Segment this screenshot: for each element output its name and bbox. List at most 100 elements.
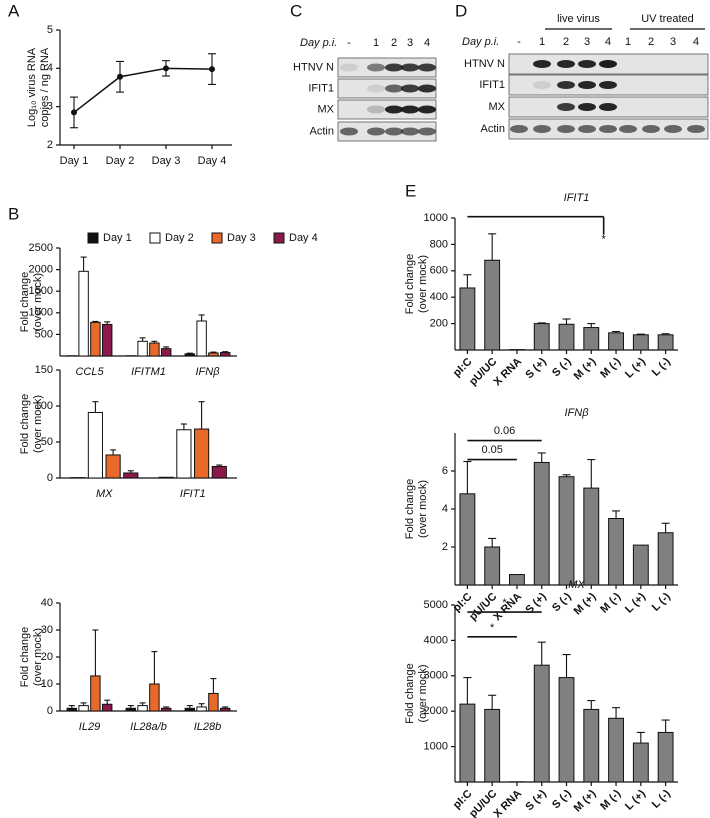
bar (459, 493, 476, 586)
bar (125, 707, 137, 712)
blot-band (533, 81, 551, 89)
x-tick-label: IFIT1 (180, 488, 206, 500)
y-axis-label: (over mock) (417, 664, 429, 722)
blot-band (401, 84, 419, 93)
y-axis-label: (over mock) (32, 273, 44, 331)
blot-band (418, 84, 436, 93)
bar (484, 259, 501, 351)
y-axis-label: Fold change (19, 394, 31, 455)
bar (101, 323, 113, 357)
bar (632, 544, 649, 586)
bar (184, 707, 196, 712)
blot-band (510, 125, 528, 133)
y-axis-label: (over mock) (32, 628, 44, 686)
chart-title: IFNβ (564, 407, 589, 419)
data-point (163, 65, 169, 72)
x-tick-label: IFNβ (195, 366, 220, 378)
lane-label: 4 (424, 37, 430, 49)
bar (101, 703, 113, 712)
error-bar (636, 333, 645, 335)
y-tick-label: 0 (47, 472, 53, 484)
blot-band (642, 125, 660, 133)
x-tick-label: S (-) (550, 787, 574, 811)
x-tick-label: S (-) (550, 590, 574, 614)
lane-label: 1 (373, 37, 379, 49)
error-bar (661, 719, 670, 733)
blot-row-label: MX (318, 103, 335, 115)
error-bar (488, 694, 497, 710)
annotation: * (602, 234, 607, 246)
bar (78, 270, 89, 357)
bar (78, 705, 89, 712)
x-tick-label: L (+) (623, 787, 648, 812)
error-bar (127, 470, 134, 473)
y-tick-label: 6 (442, 465, 448, 477)
bar (484, 546, 501, 586)
y-tick-label: 2500 (29, 242, 53, 254)
blot-band (418, 127, 436, 136)
error-bar (210, 678, 217, 694)
y-tick-label: 5000 (424, 599, 448, 611)
data-point (209, 66, 215, 73)
bar (176, 429, 192, 479)
error-bar (562, 318, 571, 325)
error-bar (222, 706, 229, 709)
error-bar (127, 705, 134, 709)
panel-label: B (8, 204, 19, 223)
error-bar (488, 537, 497, 547)
annotation: * (490, 622, 495, 634)
y-tick-label: 40 (41, 597, 53, 609)
blot-band (578, 103, 596, 111)
lane-label: 2 (563, 36, 569, 48)
blot-band (385, 127, 403, 136)
blot-band (578, 125, 596, 133)
x-tick-label: M (+) (572, 355, 599, 382)
lane-label: - (347, 37, 351, 49)
error-bar (587, 700, 596, 710)
panel-label: D (455, 1, 467, 20)
error-bar (139, 702, 146, 706)
legend-label: Day 3 (227, 232, 256, 244)
y-tick-label: 100 (35, 400, 53, 412)
bar (509, 574, 525, 586)
y-axis-label: Fold change (19, 627, 31, 688)
y-axis-label: Fold change (404, 479, 416, 540)
y-axis-label: (over mock) (417, 480, 429, 538)
blot-band (557, 125, 575, 133)
panel-label: A (8, 1, 20, 20)
error-bar (562, 654, 571, 678)
error-bar (661, 522, 670, 533)
error-bar (151, 651, 158, 684)
legend-label: Day 1 (103, 232, 132, 244)
blot-band (687, 125, 705, 133)
x-tick-label: S (+) (523, 787, 549, 813)
panel-label: C (290, 1, 302, 20)
error-bar (612, 330, 621, 333)
lane-label: 3 (670, 36, 676, 48)
blot-row-label: Actin (310, 125, 334, 137)
legend-label: Day 4 (289, 232, 318, 244)
y-tick-label: 20 (41, 651, 53, 663)
x-tick-label: X RNA (491, 591, 524, 624)
error-bar (180, 423, 187, 430)
error-bar (104, 699, 111, 705)
error-bar (92, 320, 99, 323)
error-bar (463, 677, 472, 705)
x-tick-label: IL28b (194, 721, 222, 733)
error-bar (139, 337, 146, 342)
error-bar (151, 340, 158, 344)
x-tick-label: Day 1 (60, 155, 89, 167)
y-tick-label: 500 (35, 328, 53, 340)
y-tick-label: 30 (41, 624, 53, 636)
group-label: live virus (557, 13, 600, 25)
error-bar (636, 731, 645, 744)
x-tick-label: X RNA (491, 356, 524, 389)
panel-label: E (405, 181, 416, 200)
blot-band (340, 63, 358, 72)
blot-row-label: MX (489, 101, 506, 113)
bar (533, 461, 550, 586)
blot-band (599, 60, 617, 68)
blot-band (385, 84, 403, 93)
bar (484, 708, 501, 783)
y-tick-label: 4 (442, 503, 448, 515)
